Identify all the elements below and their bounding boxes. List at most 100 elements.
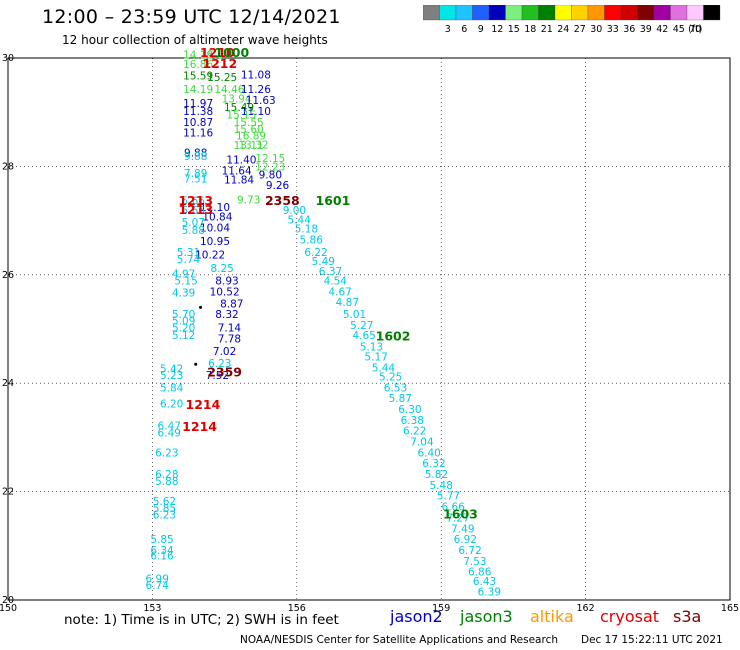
wave-height-value: 6.23 [155,447,178,459]
wave-height-value: 5.48 [430,480,453,492]
wave-height-value: 11.10 [200,202,230,214]
wave-height-value: 5.88 [155,476,178,488]
wave-height-value: 7.51 [184,174,207,186]
wave-height-value: 5.66 [182,195,206,207]
wave-height-value: 11.84 [224,175,254,187]
wave-height-value: 5.86 [300,234,324,246]
wave-height-value: 6.72 [458,545,481,557]
track-time-label: 1601 [316,193,351,208]
colorbar-label: 6 [461,24,467,35]
wave-height-value: 15.60 [234,124,264,136]
wave-height-value: 5.23 [160,370,183,382]
latitude-tick-label: 20 [2,595,14,606]
wave-height-value: 4.97 [172,269,195,281]
page-title: 12:00 – 23:59 UTC 12/14/2021 [42,6,341,28]
wave-height-value: 6.16 [150,550,174,562]
wave-height-value: 5.74 [177,254,201,266]
wave-height-value: 15.49 [224,102,254,114]
latitude-tick-label: 28 [2,161,14,172]
satellite-s3a: s3a [673,607,702,626]
wave-height-value: 15.15 [226,110,256,122]
colorbar-label: 33 [607,24,619,35]
wave-height-value: 9.00 [283,205,306,217]
wave-height-value: 10.04 [200,222,230,234]
wave-height-value: 11.26 [241,84,271,96]
wave-height-value: 5.44 [288,214,312,226]
wave-height-value: 6.92 [454,534,477,546]
wave-height-value: 5.77 [437,491,460,503]
wave-height-value: 4.39 [172,287,195,299]
wave-height-value: 6.20 [160,399,183,411]
wave-height-value: 5.62 [153,496,176,508]
track-time-label: 2359 [207,365,242,380]
wave-height-value: 5.25 [379,371,402,383]
wave-height-value: 5.17 [365,351,388,363]
wave-height-value: 4.54 [324,276,348,288]
colorbar-label: 45 [673,24,685,35]
wave-height-value: 6.66 [442,502,466,514]
wave-height-value: 6.22 [403,426,426,438]
wave-height-value: 4.65 [352,330,375,342]
wave-height-value: 13.94 [222,93,252,105]
wave-height-value: 11.63 [246,95,276,107]
wave-height-value: 5.13 [360,342,383,354]
observation-point [194,362,198,366]
wave-height-value: 5.09 [172,316,195,328]
latitude-tick-label: 24 [2,378,14,389]
wave-height-value: 7.02 [213,346,236,358]
wave-height-value: 5.88 [182,225,205,237]
map-frame [7,57,731,601]
wave-height-value: 5.85 [153,503,176,515]
wave-height-value: 8.87 [220,298,243,310]
page-subtitle: 12 hour collection of altimeter wave hei… [62,33,328,47]
wave-height-value: 12.15 [255,153,285,165]
credit-line: NOAA/NESDIS Center for Satellite Applica… [240,634,558,646]
colorbar-swatch [703,5,721,21]
wave-height-value: 7.53 [463,556,486,568]
wave-height-value: 6.32 [422,458,445,470]
longitude-tick-label: 153 [143,603,161,614]
wave-height-value: 5.15 [174,276,197,288]
wave-height-value: 7.49 [451,523,474,535]
wave-height-value: 6.99 [146,574,169,586]
track-time-label: 1210 [200,45,235,60]
satellite-jason3: jason3 [460,607,513,626]
wave-height-value: 4.87 [336,297,359,309]
wave-height-value: 9.73 [237,194,260,206]
wave-height-value: 7.04 [410,437,434,449]
colorbar-label: 15 [508,24,520,35]
wave-height-value: 9.88 [184,148,207,160]
wave-height-value: 16.89 [236,130,266,142]
observation-point [199,305,203,309]
wave-height-value: 5.20 [172,323,195,335]
wave-height-value: 11.08 [241,70,271,82]
colorbar-label: 39 [640,24,652,35]
wave-height-value: 15.25 [207,72,237,84]
colorbar-label: 3 [445,24,451,35]
colorbar-label: 70 [689,24,701,35]
colorbar-label: 21 [541,24,553,35]
colorbar-label: 27 [574,24,586,35]
colorbar-label: 9 [478,24,484,35]
wave-height-value: 7.27 [446,512,469,524]
latitude-tick-label: 30 [2,53,14,64]
wave-height-value: 6.47 [158,420,181,432]
colorbar-label: 36 [623,24,635,35]
wave-height-value: 6.37 [319,266,342,278]
wave-height-value: 14.46 [214,84,244,96]
wave-height-value: 15.55 [234,117,264,129]
wave-height-value: 6.23 [208,358,231,370]
wave-height-value: 6.30 [398,404,421,416]
wave-height-value: 7.14 [218,323,242,335]
colorbar-legend: 3 6 9 12 15 18 21 24 27 30 33 36 39 42 45 70(ft) [423,5,721,35]
wave-height-value: 5.18 [295,224,318,236]
wave-height-value: 7.78 [218,334,241,346]
wave-height-value: 16.86 [183,59,213,71]
colorbar-label: 12 [491,24,503,35]
track-time-label: 1212 [202,56,237,71]
wave-height-value: 11.10 [241,106,271,118]
colorbar-label: 42 [656,24,668,35]
track-time-label: 1214 [182,419,217,434]
